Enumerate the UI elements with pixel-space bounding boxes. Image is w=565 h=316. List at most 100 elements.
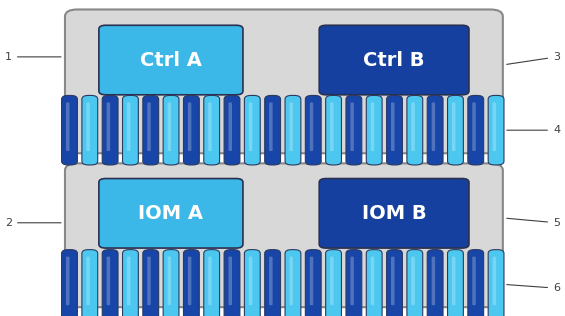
Text: 4: 4 <box>507 125 560 135</box>
FancyBboxPatch shape <box>330 257 333 305</box>
FancyBboxPatch shape <box>269 257 273 305</box>
FancyBboxPatch shape <box>330 102 333 151</box>
FancyBboxPatch shape <box>366 95 382 165</box>
FancyBboxPatch shape <box>407 95 423 165</box>
FancyBboxPatch shape <box>493 257 496 305</box>
FancyBboxPatch shape <box>432 102 435 151</box>
FancyBboxPatch shape <box>305 95 321 165</box>
FancyBboxPatch shape <box>310 257 313 305</box>
FancyBboxPatch shape <box>204 250 220 316</box>
FancyBboxPatch shape <box>265 250 281 316</box>
FancyBboxPatch shape <box>99 25 243 95</box>
FancyBboxPatch shape <box>102 250 118 316</box>
FancyBboxPatch shape <box>493 102 496 151</box>
FancyBboxPatch shape <box>289 102 293 151</box>
FancyBboxPatch shape <box>86 257 90 305</box>
FancyBboxPatch shape <box>427 95 443 165</box>
FancyBboxPatch shape <box>269 102 273 151</box>
FancyBboxPatch shape <box>319 179 469 248</box>
FancyBboxPatch shape <box>452 102 455 151</box>
FancyBboxPatch shape <box>350 257 354 305</box>
FancyBboxPatch shape <box>452 257 455 305</box>
FancyBboxPatch shape <box>184 95 199 165</box>
FancyBboxPatch shape <box>285 250 301 316</box>
FancyBboxPatch shape <box>391 257 394 305</box>
FancyBboxPatch shape <box>249 102 253 151</box>
FancyBboxPatch shape <box>249 257 253 305</box>
FancyBboxPatch shape <box>163 95 179 165</box>
Text: 3: 3 <box>507 52 560 64</box>
FancyBboxPatch shape <box>66 257 69 305</box>
FancyBboxPatch shape <box>371 102 374 151</box>
FancyBboxPatch shape <box>143 250 159 316</box>
FancyBboxPatch shape <box>472 257 476 305</box>
FancyBboxPatch shape <box>265 95 281 165</box>
FancyBboxPatch shape <box>245 95 260 165</box>
FancyBboxPatch shape <box>65 163 503 307</box>
Text: 5: 5 <box>507 218 560 228</box>
FancyBboxPatch shape <box>447 250 463 316</box>
FancyBboxPatch shape <box>468 250 484 316</box>
FancyBboxPatch shape <box>411 257 415 305</box>
FancyBboxPatch shape <box>86 102 90 151</box>
FancyBboxPatch shape <box>208 257 212 305</box>
Text: IOM B: IOM B <box>362 204 427 223</box>
FancyBboxPatch shape <box>488 250 504 316</box>
FancyBboxPatch shape <box>325 250 341 316</box>
FancyBboxPatch shape <box>285 95 301 165</box>
FancyBboxPatch shape <box>168 102 171 151</box>
FancyBboxPatch shape <box>228 257 232 305</box>
FancyBboxPatch shape <box>472 102 476 151</box>
FancyBboxPatch shape <box>127 257 131 305</box>
FancyBboxPatch shape <box>82 250 98 316</box>
FancyBboxPatch shape <box>168 257 171 305</box>
FancyBboxPatch shape <box>123 95 138 165</box>
FancyBboxPatch shape <box>319 25 469 95</box>
FancyBboxPatch shape <box>371 257 374 305</box>
FancyBboxPatch shape <box>143 95 159 165</box>
FancyBboxPatch shape <box>99 179 243 248</box>
FancyBboxPatch shape <box>147 257 151 305</box>
FancyBboxPatch shape <box>82 95 98 165</box>
FancyBboxPatch shape <box>289 257 293 305</box>
FancyBboxPatch shape <box>386 95 402 165</box>
FancyBboxPatch shape <box>350 102 354 151</box>
FancyBboxPatch shape <box>245 250 260 316</box>
FancyBboxPatch shape <box>386 250 402 316</box>
FancyBboxPatch shape <box>127 102 131 151</box>
FancyBboxPatch shape <box>310 102 313 151</box>
FancyBboxPatch shape <box>107 102 110 151</box>
FancyBboxPatch shape <box>204 95 220 165</box>
FancyBboxPatch shape <box>325 95 341 165</box>
FancyBboxPatch shape <box>62 250 77 316</box>
FancyBboxPatch shape <box>224 250 240 316</box>
FancyBboxPatch shape <box>102 95 118 165</box>
FancyBboxPatch shape <box>66 102 69 151</box>
Text: 6: 6 <box>507 283 560 293</box>
FancyBboxPatch shape <box>62 95 77 165</box>
FancyBboxPatch shape <box>123 250 138 316</box>
FancyBboxPatch shape <box>107 257 110 305</box>
FancyBboxPatch shape <box>163 250 179 316</box>
FancyBboxPatch shape <box>346 250 362 316</box>
FancyBboxPatch shape <box>184 250 199 316</box>
FancyBboxPatch shape <box>65 9 503 153</box>
FancyBboxPatch shape <box>488 95 504 165</box>
Text: 1: 1 <box>5 52 61 62</box>
FancyBboxPatch shape <box>305 250 321 316</box>
FancyBboxPatch shape <box>188 102 192 151</box>
FancyBboxPatch shape <box>411 102 415 151</box>
FancyBboxPatch shape <box>228 102 232 151</box>
FancyBboxPatch shape <box>346 95 362 165</box>
Text: Ctrl A: Ctrl A <box>140 51 202 70</box>
FancyBboxPatch shape <box>147 102 151 151</box>
FancyBboxPatch shape <box>427 250 443 316</box>
FancyBboxPatch shape <box>224 95 240 165</box>
FancyBboxPatch shape <box>447 95 463 165</box>
FancyBboxPatch shape <box>366 250 382 316</box>
FancyBboxPatch shape <box>468 95 484 165</box>
FancyBboxPatch shape <box>208 102 212 151</box>
FancyBboxPatch shape <box>407 250 423 316</box>
FancyBboxPatch shape <box>391 102 394 151</box>
Text: IOM A: IOM A <box>138 204 203 223</box>
